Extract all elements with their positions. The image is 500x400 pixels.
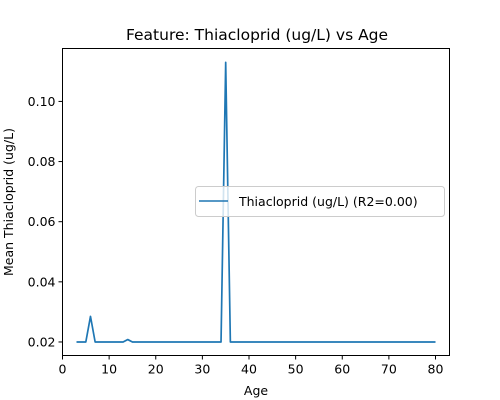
x-tick-label: 60 [334,362,350,377]
x-tick-label: 10 [101,362,117,377]
legend-label: Thiacloprid (ug/L) (R2=0.00) [238,194,418,209]
x-tick-label: 40 [241,362,257,377]
x-axis: 0 10 20 30 40 50 60 70 80 [59,356,444,377]
x-axis-label: Age [244,383,268,398]
y-tick-label: 0.02 [28,334,56,349]
y-tick-label: 0.04 [28,274,56,289]
y-tick-label: 0.06 [28,214,56,229]
y-axis-label: Mean Thiacloprid (ug/L) [1,128,16,276]
chart-title: Feature: Thiacloprid (ug/L) vs Age [126,26,388,44]
y-tick-label: 0.08 [28,154,56,169]
x-tick-label: 80 [428,362,444,377]
legend: Thiacloprid (ug/L) (R2=0.00) [196,187,445,217]
x-tick-label: 30 [194,362,210,377]
x-tick-label: 20 [148,362,164,377]
x-tick-label: 70 [381,362,397,377]
y-tick-label: 0.10 [28,94,56,109]
x-tick-label: 50 [288,362,304,377]
y-axis: 0.02 0.04 0.06 0.08 0.10 [28,94,63,350]
x-tick-label: 0 [59,362,67,377]
